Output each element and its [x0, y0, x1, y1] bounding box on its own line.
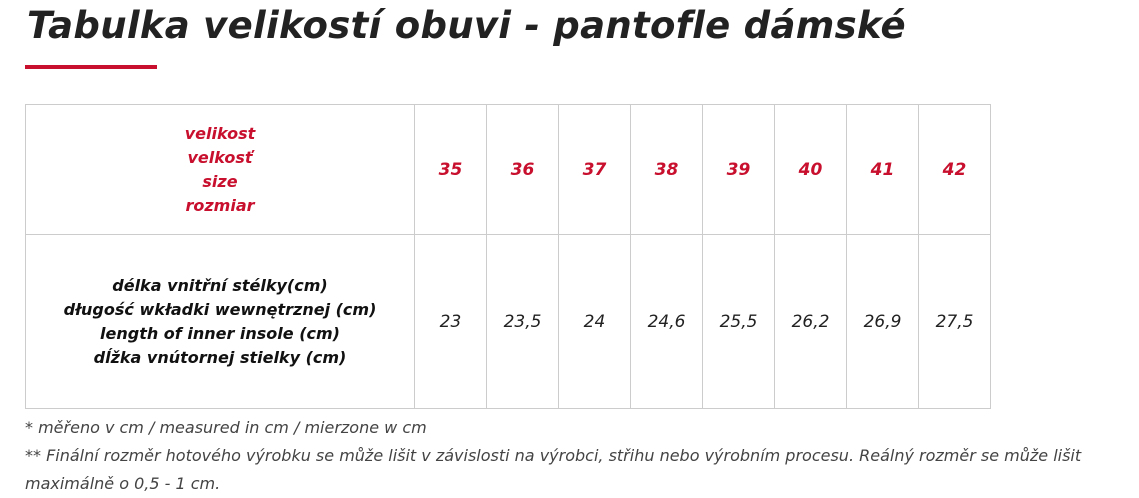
- size-cell: 36: [486, 104, 559, 235]
- row-label-line: długość wkładki wewnętrznej (cm): [63, 299, 377, 319]
- header-row: velikost velkosť size rozmiar 35 36 37 38 39 40 41…: [25, 104, 991, 235]
- size-table: velikost velkosť size rozmiar 35 36 37 38 39 40 41…: [25, 104, 991, 409]
- row-label: délka vnitřní stélky(cm) długość wkładki …: [25, 234, 415, 409]
- value-cell: 24: [558, 234, 631, 409]
- title: Tabulka velikostí obuvi - pantofle dámsk…: [27, 4, 906, 47]
- value-cell: 23: [414, 234, 487, 409]
- value-cell: 26,2: [774, 234, 847, 409]
- size-cell: 40: [774, 104, 847, 235]
- value-cell: 23,5: [486, 234, 559, 409]
- value-cell: 26,9: [846, 234, 919, 409]
- title-underline: [25, 65, 157, 69]
- size-label-line: velkosť: [187, 147, 253, 167]
- size-cell: 39: [702, 104, 775, 235]
- row-label-line: délka vnitřní stélky(cm): [112, 275, 328, 295]
- size-cell: 41: [846, 104, 919, 235]
- value-cell: 27,5: [918, 234, 991, 409]
- row-label-line: length of inner insole (cm): [100, 323, 340, 343]
- size-label-line: rozmiar: [185, 195, 255, 215]
- size-cell: 35: [414, 104, 487, 235]
- size-label-line: size: [202, 171, 238, 191]
- size-cell: 42: [918, 104, 991, 235]
- value-row: délka vnitřní stélky(cm) długość wkładki …: [25, 234, 991, 409]
- value-cell: 24,6: [630, 234, 703, 409]
- footnote: * měřeno v cm / measured in cm / mierzon…: [25, 418, 427, 437]
- value-cell: 25,5: [702, 234, 775, 409]
- footnote: ** Finální rozměr hotového výrobku se mů…: [25, 446, 1082, 493]
- footnotes: * měřeno v cm / measured in cm / mierzon…: [25, 414, 1135, 498]
- size-cell: 38: [630, 104, 703, 235]
- size-cell: 37: [558, 104, 631, 235]
- size-label-line: velikost: [184, 123, 256, 143]
- size-label: velikost velkosť size rozmiar: [25, 104, 415, 235]
- row-label-line: dĺžka vnútornej stielky (cm): [93, 347, 347, 367]
